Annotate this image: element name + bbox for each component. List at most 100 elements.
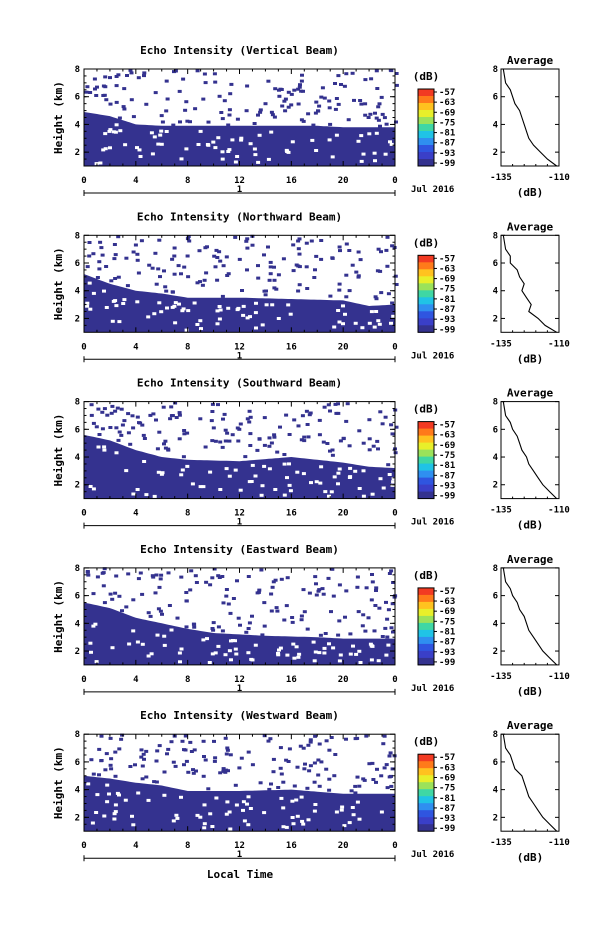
gap-speckle bbox=[354, 652, 359, 656]
echo-speckle bbox=[150, 266, 155, 270]
gap-speckle bbox=[370, 492, 375, 496]
gap-speckle bbox=[227, 148, 232, 152]
echo-speckle bbox=[299, 618, 304, 622]
echo-speckle bbox=[227, 108, 232, 112]
gap-speckle bbox=[329, 490, 334, 494]
echo-speckle bbox=[371, 444, 376, 448]
gap-speckle bbox=[337, 467, 342, 471]
average-y-tick-label: 4 bbox=[493, 786, 499, 796]
echo-speckle bbox=[228, 92, 233, 96]
echo-speckle bbox=[328, 449, 332, 453]
gap-speckle bbox=[372, 325, 377, 329]
gap-speckle bbox=[239, 136, 244, 140]
echo-speckle bbox=[387, 572, 392, 575]
gap-speckle bbox=[137, 148, 142, 152]
echo-speckle bbox=[271, 580, 276, 584]
x-tick-label: 0 bbox=[81, 342, 86, 352]
echo-speckle bbox=[372, 629, 377, 633]
gap-speckle bbox=[117, 793, 121, 797]
gap-speckle bbox=[112, 817, 117, 821]
echo-speckle bbox=[389, 69, 394, 73]
gap-speckle bbox=[332, 475, 337, 479]
x-tick-label: 16 bbox=[286, 509, 297, 519]
echo-speckle bbox=[117, 430, 122, 434]
colorbar-frame bbox=[417, 254, 435, 333]
gap-speckle bbox=[250, 463, 255, 467]
echo-speckle bbox=[217, 94, 222, 98]
gap-speckle bbox=[218, 308, 223, 312]
echo-speckle bbox=[262, 624, 267, 628]
average-y-tick-label: 4 bbox=[493, 120, 499, 130]
gap-speckle bbox=[287, 483, 292, 487]
echo-speckle bbox=[373, 111, 377, 115]
echo-speckle bbox=[275, 450, 280, 454]
echo-speckle bbox=[101, 94, 106, 97]
echo-speckle bbox=[277, 94, 282, 98]
echo-speckle bbox=[270, 113, 275, 117]
echo-speckle bbox=[359, 102, 364, 106]
colorbar-segment bbox=[418, 138, 434, 146]
echo-speckle bbox=[281, 780, 286, 784]
echo-speckle bbox=[158, 609, 163, 613]
colorbar-segment bbox=[418, 601, 434, 610]
gap-speckle bbox=[314, 149, 319, 152]
gap-speckle bbox=[198, 129, 203, 133]
gap-speckle bbox=[102, 289, 106, 293]
colorbar-segment bbox=[418, 456, 434, 464]
echo-speckle bbox=[100, 253, 105, 257]
echo-speckle bbox=[108, 592, 113, 596]
echo-speckle bbox=[262, 601, 267, 605]
panel-title: Echo Intensity (Southward Beam) bbox=[137, 377, 342, 390]
echo-speckle bbox=[274, 287, 279, 291]
average-title: Average bbox=[507, 220, 554, 233]
gap-speckle bbox=[174, 813, 179, 817]
echo-speckle bbox=[235, 579, 239, 583]
echo-speckle bbox=[131, 426, 136, 430]
echo-speckle bbox=[363, 102, 368, 106]
echo-speckle bbox=[272, 115, 277, 119]
echo-speckle bbox=[182, 763, 186, 767]
y-tick-label: 8 bbox=[75, 231, 80, 241]
echo-speckle bbox=[336, 402, 340, 406]
echo-speckle bbox=[284, 604, 289, 608]
echo-speckle bbox=[204, 580, 209, 584]
echo-speckle bbox=[245, 237, 250, 241]
colorbar-segment bbox=[418, 608, 434, 617]
gap-speckle bbox=[117, 320, 122, 324]
echo-speckle bbox=[363, 78, 368, 82]
average-x-tick-label: -110 bbox=[548, 672, 570, 682]
gap-speckle bbox=[164, 130, 169, 133]
echo-speckle bbox=[308, 411, 313, 415]
colorbar-tick-label: -75 bbox=[439, 118, 455, 128]
echo-speckle bbox=[138, 571, 143, 575]
echo-speckle bbox=[84, 90, 89, 94]
echo-speckle bbox=[97, 773, 101, 777]
gap-speckle bbox=[220, 157, 225, 161]
echo-speckle bbox=[247, 621, 252, 625]
echo-speckle bbox=[353, 784, 358, 788]
gap-speckle bbox=[184, 147, 189, 151]
echo-speckle bbox=[301, 89, 305, 93]
echo-speckle bbox=[382, 734, 387, 738]
gap-speckle bbox=[388, 140, 392, 144]
echo-speckle bbox=[114, 100, 119, 104]
x-tick-label: 20 bbox=[338, 841, 349, 851]
colorbar-segment bbox=[418, 283, 434, 291]
colorbar-frame bbox=[417, 753, 435, 832]
echo-speckle bbox=[87, 254, 92, 258]
gap-speckle bbox=[285, 653, 290, 657]
day-label: 1 bbox=[237, 518, 242, 528]
echo-speckle bbox=[330, 448, 335, 452]
echo-speckle bbox=[164, 289, 169, 293]
echo-speckle bbox=[348, 632, 353, 636]
gap-speckle bbox=[104, 306, 109, 309]
echo-speckle bbox=[334, 97, 339, 100]
echo-speckle bbox=[355, 575, 360, 579]
gap-speckle bbox=[309, 481, 313, 485]
echo-speckle bbox=[182, 432, 187, 436]
average-frame bbox=[500, 401, 560, 500]
gap-speckle bbox=[353, 469, 358, 473]
echo-speckle bbox=[210, 627, 215, 630]
echo-speckle bbox=[248, 444, 253, 447]
